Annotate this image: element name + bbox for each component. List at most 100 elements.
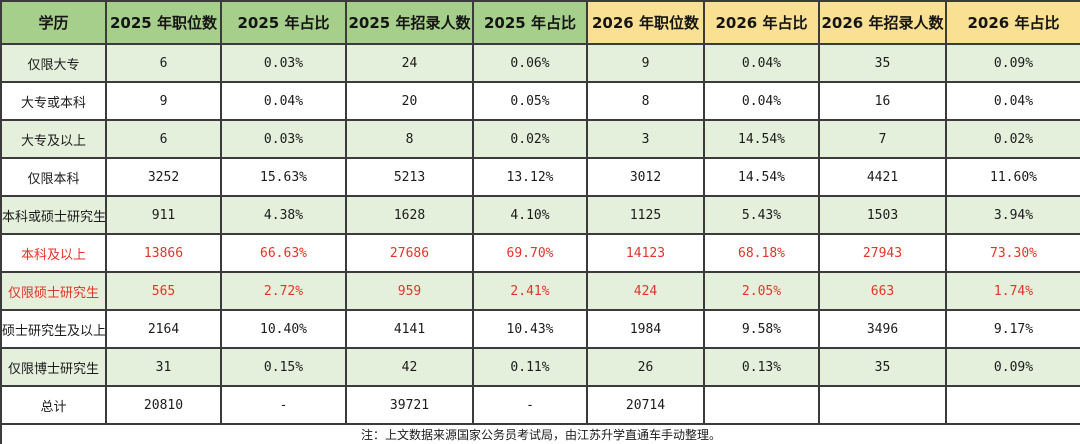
table-cell: 4141 — [345, 309, 474, 349]
table-cell: 3496 — [818, 309, 947, 349]
table-cell: 3252 — [105, 157, 222, 197]
table-cell — [818, 385, 947, 425]
table-row: 仅限本科 3252 15.63% 5213 13.12% 3012 14.54% 4421 11… — [0, 157, 1080, 197]
table-cell: 69.70% — [472, 233, 588, 273]
table-cell: 15.63% — [220, 157, 347, 197]
table-row: 硕士研究生及以上 2164 10.40% 4141 10.43% 1984 9.58% 349… — [0, 309, 1080, 349]
row-label: 大专及以上 — [0, 119, 107, 159]
table-header: 学历 2025 年职位数 2025 年占比 2025 年招录人数 2025 年占比 202… — [0, 0, 1080, 45]
table-cell: 2.05% — [703, 271, 820, 311]
table-row: 大专及以上 6 0.03% 8 0.02% 3 14.54% 7 0.02% — [0, 119, 1080, 159]
column-header: 2026 年占比 — [945, 0, 1080, 45]
table-cell: 0.04% — [703, 43, 820, 83]
table-cell: 27943 — [818, 233, 947, 273]
table-cell: 1503 — [818, 195, 947, 235]
column-header: 2026 年占比 — [703, 0, 820, 45]
column-header: 2025 年占比 — [220, 0, 347, 45]
table-cell: 26 — [586, 347, 705, 387]
table-cell — [703, 385, 820, 425]
table-cell: 13866 — [105, 233, 222, 273]
table-cell: 31 — [105, 347, 222, 387]
table-cell: 0.03% — [220, 43, 347, 83]
row-label: 本科或硕士研究生 — [0, 195, 107, 235]
table-cell — [945, 385, 1080, 425]
table-cell: 4.10% — [472, 195, 588, 235]
table-cell: 0.15% — [220, 347, 347, 387]
table-cell: 3 — [586, 119, 705, 159]
table-row: 仅限硕士研究生 565 2.72% 959 2.41% 424 2.05% 663 1.74% — [0, 271, 1080, 311]
table-cell: 8 — [345, 119, 474, 159]
table-cell: 0.09% — [945, 43, 1080, 83]
column-header: 2025 年占比 — [472, 0, 588, 45]
table-cell: 4.38% — [220, 195, 347, 235]
table-cell: 13.12% — [472, 157, 588, 197]
table-cell: 42 — [345, 347, 474, 387]
table-cell: - — [472, 385, 588, 425]
table-cell: 14123 — [586, 233, 705, 273]
table-cell: 9 — [586, 43, 705, 83]
table-cell: 1628 — [345, 195, 474, 235]
column-header: 2025 年招录人数 — [345, 0, 474, 45]
table-cell: 7 — [818, 119, 947, 159]
column-header: 2026 年职位数 — [586, 0, 705, 45]
table-cell: 0.02% — [945, 119, 1080, 159]
table-cell: 0.13% — [703, 347, 820, 387]
table-row: 本科及以上 13866 66.63% 27686 69.70% 14123 68.18% 27… — [0, 233, 1080, 273]
table-cell: - — [220, 385, 347, 425]
table-header-row: 学历 2025 年职位数 2025 年占比 2025 年招录人数 2025 年占比 202… — [0, 0, 1080, 45]
table-cell: 35 — [818, 347, 947, 387]
table-cell: 0.03% — [220, 119, 347, 159]
column-header: 2026 年招录人数 — [818, 0, 947, 45]
table-cell: 0.04% — [703, 81, 820, 121]
table-cell: 27686 — [345, 233, 474, 273]
table-cell: 20 — [345, 81, 474, 121]
table-cell: 14.54% — [703, 157, 820, 197]
row-label: 硕士研究生及以上 — [0, 309, 107, 349]
table-cell: 10.43% — [472, 309, 588, 349]
column-header: 学历 — [0, 0, 107, 45]
table-cell: 2.72% — [220, 271, 347, 311]
table-cell: 73.30% — [945, 233, 1080, 273]
table-cell: 11.60% — [945, 157, 1080, 197]
table-cell: 2.41% — [472, 271, 588, 311]
table-cell: 16 — [818, 81, 947, 121]
table-cell: 4421 — [818, 157, 947, 197]
table-cell: 0.09% — [945, 347, 1080, 387]
table-row: 总计 20810-39721-20714 — [0, 385, 1080, 425]
row-label: 本科及以上 — [0, 233, 107, 273]
table-cell: 39721 — [345, 385, 474, 425]
table-cell: 66.63% — [220, 233, 347, 273]
row-label: 仅限本科 — [0, 157, 107, 197]
table-cell: 565 — [105, 271, 222, 311]
table-cell: 5213 — [345, 157, 474, 197]
table-cell: 2164 — [105, 309, 222, 349]
table-cell: 24 — [345, 43, 474, 83]
table-row: 仅限大专 6 0.03% 24 0.06% 9 0.04% 35 0.09% — [0, 43, 1080, 83]
table-cell: 0.06% — [472, 43, 588, 83]
row-label: 仅限硕士研究生 — [0, 271, 107, 311]
table-cell: 959 — [345, 271, 474, 311]
table-cell: 663 — [818, 271, 947, 311]
table-cell: 1125 — [586, 195, 705, 235]
table-cell: 0.04% — [945, 81, 1080, 121]
table-row: 大专或本科 9 0.04% 20 0.05% 8 0.04% 16 0.04% — [0, 81, 1080, 121]
table-cell: 0.04% — [220, 81, 347, 121]
table-cell: 424 — [586, 271, 705, 311]
table-footer: 注：上文数据来源国家公务员考试局，由江苏升学直通车手动整理。 — [0, 423, 1080, 444]
row-label: 仅限大专 — [0, 43, 107, 83]
table-cell: 8 — [586, 81, 705, 121]
table-cell: 1.74% — [945, 271, 1080, 311]
table-cell: 911 — [105, 195, 222, 235]
table-cell: 5.43% — [703, 195, 820, 235]
table-cell: 10.40% — [220, 309, 347, 349]
table-cell: 20714 — [586, 385, 705, 425]
table-cell: 6 — [105, 43, 222, 83]
table-cell: 20810 — [105, 385, 222, 425]
table-cell: 14.54% — [703, 119, 820, 159]
source-note: 注：上文数据来源国家公务员考试局，由江苏升学直通车手动整理。 — [0, 423, 1080, 444]
table-cell: 3012 — [586, 157, 705, 197]
table-cell: 6 — [105, 119, 222, 159]
table-cell: 0.05% — [472, 81, 588, 121]
